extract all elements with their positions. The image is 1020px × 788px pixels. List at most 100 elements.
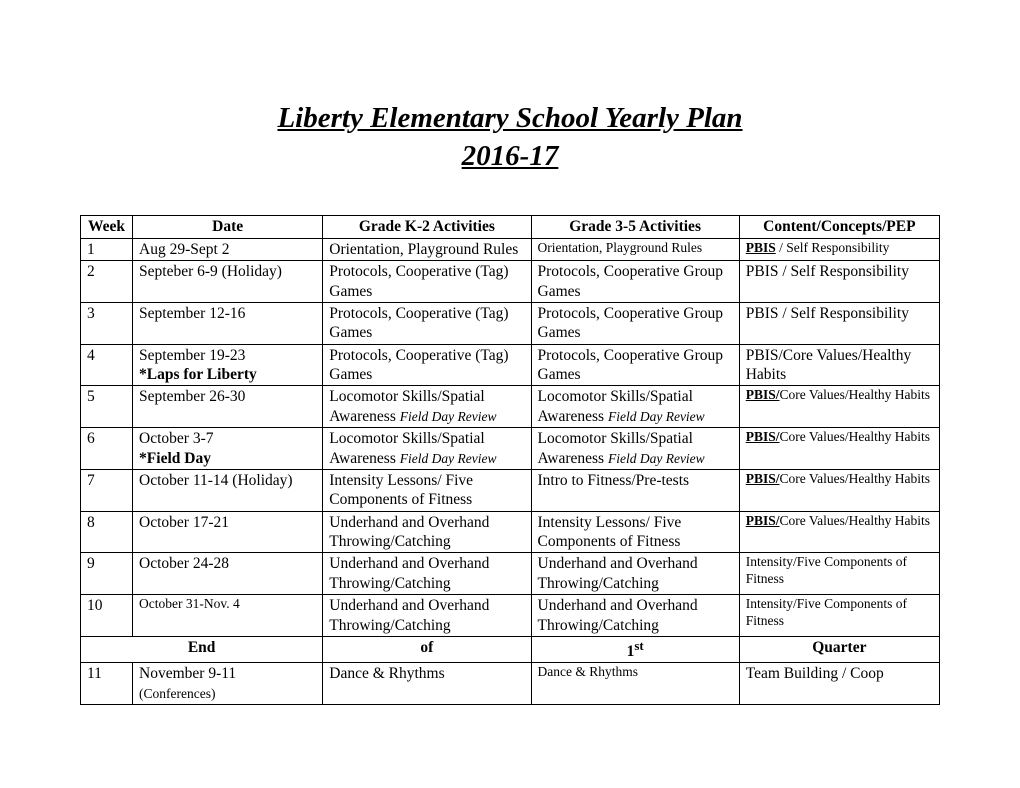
- date-line1: September 19-23: [139, 347, 245, 364]
- cell-week: 6: [81, 428, 133, 470]
- cell-content: PBIS/Core Values/Healthy Habits: [739, 511, 939, 553]
- cell-content: PBIS/Core Values/Healthy Habits: [739, 386, 939, 428]
- g35-sub: Field Day Review: [608, 451, 705, 466]
- table-row: 8 October 17-21 Underhand and Overhand T…: [81, 511, 940, 553]
- cell-35: Underhand and Overhand Throwing/Catching: [531, 553, 739, 595]
- cell-week: 3: [81, 302, 133, 344]
- cell-35: Protocols, Cooperative Group Games: [531, 302, 739, 344]
- title-line-2: 2016-17: [462, 140, 559, 172]
- cell-date: October 17-21: [133, 511, 323, 553]
- sep-of: of: [323, 636, 531, 663]
- cell-k2: Protocols, Cooperative (Tag) Games: [323, 344, 531, 386]
- date-line1: October 3-7: [139, 430, 213, 447]
- title-line-1: Liberty Elementary School Yearly Plan: [277, 102, 742, 134]
- cell-date: Septeber 6-9 (Holiday): [133, 261, 323, 303]
- cell-week: 2: [81, 261, 133, 303]
- content-pbis: PBIS/: [746, 429, 780, 444]
- header-content: Content/Concepts/PEP: [739, 216, 939, 238]
- cell-week: 10: [81, 595, 133, 637]
- cell-week: 7: [81, 469, 133, 511]
- cell-date: September 26-30: [133, 386, 323, 428]
- cell-35: Protocols, Cooperative Group Games: [531, 261, 739, 303]
- date-line2: *Field Day: [139, 450, 211, 467]
- k2-sub: Field Day Review: [400, 409, 497, 424]
- cell-content: PBIS/Core Values/Healthy Habits: [739, 428, 939, 470]
- cell-date: October 24-28: [133, 553, 323, 595]
- cell-35: Protocols, Cooperative Group Games: [531, 344, 739, 386]
- cell-35: Orientation, Playground Rules: [531, 238, 739, 260]
- table-row: 4 September 19-23 *Laps for Liberty Proto…: [81, 344, 940, 386]
- table-header-row: Week Date Grade K-2 Activities Grade 3-5…: [81, 216, 940, 238]
- cell-k2: Dance & Rhythms: [323, 663, 531, 705]
- table-row: 5 September 26-30 Locomotor Skills/Spati…: [81, 386, 940, 428]
- content-pbis: PBIS/: [746, 513, 780, 528]
- content-text: Core Values/Healthy Habits: [780, 513, 930, 528]
- sep-quarter: Quarter: [739, 636, 939, 663]
- k2-sub: Field Day Review: [400, 451, 497, 466]
- cell-date: September 19-23 *Laps for Liberty: [133, 344, 323, 386]
- cell-content: PBIS / Self Responsibility: [739, 302, 939, 344]
- quarter-separator-row: End of 1st Quarter: [81, 636, 940, 663]
- cell-content: Intensity/Five Components of Fitness: [739, 553, 939, 595]
- document-title: Liberty Elementary School Yearly Plan 20…: [80, 100, 940, 175]
- cell-content: Intensity/Five Components of Fitness: [739, 595, 939, 637]
- header-35: Grade 3-5 Activities: [531, 216, 739, 238]
- table-row: 7 October 11-14 (Holiday) Intensity Less…: [81, 469, 940, 511]
- content-pbis: PBIS/: [746, 387, 780, 402]
- header-k2: Grade K-2 Activities: [323, 216, 531, 238]
- content-text: / Self Responsibility: [776, 240, 890, 255]
- cell-week: 8: [81, 511, 133, 553]
- cell-35: Dance & Rhythms: [531, 663, 739, 705]
- cell-35: Locomotor Skills/Spatial Awareness Field…: [531, 386, 739, 428]
- cell-content: PBIS/Core Values/Healthy Habits: [739, 344, 939, 386]
- table-row: 9 October 24-28 Underhand and Overhand T…: [81, 553, 940, 595]
- cell-week: 9: [81, 553, 133, 595]
- cell-k2: Intensity Lessons/ Five Components of Fi…: [323, 469, 531, 511]
- cell-k2: Underhand and Overhand Throwing/Catching: [323, 553, 531, 595]
- cell-content: Team Building / Coop: [739, 663, 939, 705]
- date-line2: *Laps for Liberty: [139, 366, 257, 383]
- content-pbis: PBIS: [746, 240, 776, 255]
- cell-35: Intro to Fitness/Pre-tests: [531, 469, 739, 511]
- content-pbis: PBIS/: [746, 471, 780, 486]
- cell-week: 1: [81, 238, 133, 260]
- table-row: 10 October 31-Nov. 4 Underhand and Overh…: [81, 595, 940, 637]
- cell-week: 11: [81, 663, 133, 705]
- cell-k2: Underhand and Overhand Throwing/Catching: [323, 511, 531, 553]
- cell-k2: Locomotor Skills/Spatial Awareness Field…: [323, 386, 531, 428]
- cell-35: Underhand and Overhand Throwing/Catching: [531, 595, 739, 637]
- content-text: Core Values/Healthy Habits: [780, 429, 930, 444]
- date-line2: (Conferences): [139, 686, 215, 701]
- cell-k2: Protocols, Cooperative (Tag) Games: [323, 302, 531, 344]
- cell-k2: Protocols, Cooperative (Tag) Games: [323, 261, 531, 303]
- table-row: 11 November 9-11 (Conferences) Dance & Rh…: [81, 663, 940, 705]
- cell-date: October 3-7 *Field Day: [133, 428, 323, 470]
- sep-1st: 1st: [531, 636, 739, 663]
- cell-content: PBIS / Self Responsibility: [739, 238, 939, 260]
- cell-k2: Orientation, Playground Rules: [323, 238, 531, 260]
- cell-date: September 12-16: [133, 302, 323, 344]
- cell-week: 4: [81, 344, 133, 386]
- cell-week: 5: [81, 386, 133, 428]
- g35-sub: Field Day Review: [608, 409, 705, 424]
- cell-date: November 9-11 (Conferences): [133, 663, 323, 705]
- cell-35: Intensity Lessons/ Five Components of Fi…: [531, 511, 739, 553]
- cell-date: Aug 29-Sept 2: [133, 238, 323, 260]
- cell-k2: Locomotor Skills/Spatial Awareness Field…: [323, 428, 531, 470]
- sep-end: End: [81, 636, 323, 663]
- cell-k2: Underhand and Overhand Throwing/Catching: [323, 595, 531, 637]
- date-line1: November 9-11: [139, 665, 236, 682]
- cell-content: PBIS/Core Values/Healthy Habits: [739, 469, 939, 511]
- table-row: 1 Aug 29-Sept 2 Orientation, Playground …: [81, 238, 940, 260]
- header-week: Week: [81, 216, 133, 238]
- cell-content: PBIS / Self Responsibility: [739, 261, 939, 303]
- cell-date: October 11-14 (Holiday): [133, 469, 323, 511]
- sep-st: st: [634, 638, 643, 653]
- table-row: 6 October 3-7 *Field Day Locomotor Skills…: [81, 428, 940, 470]
- yearly-plan-table: Week Date Grade K-2 Activities Grade 3-5…: [80, 215, 940, 705]
- cell-35: Locomotor Skills/Spatial Awareness Field…: [531, 428, 739, 470]
- content-text: Core Values/Healthy Habits: [780, 471, 930, 486]
- cell-date: October 31-Nov. 4: [133, 595, 323, 637]
- table-row: 2 Septeber 6-9 (Holiday) Protocols, Coop…: [81, 261, 940, 303]
- content-text: Core Values/Healthy Habits: [780, 387, 930, 402]
